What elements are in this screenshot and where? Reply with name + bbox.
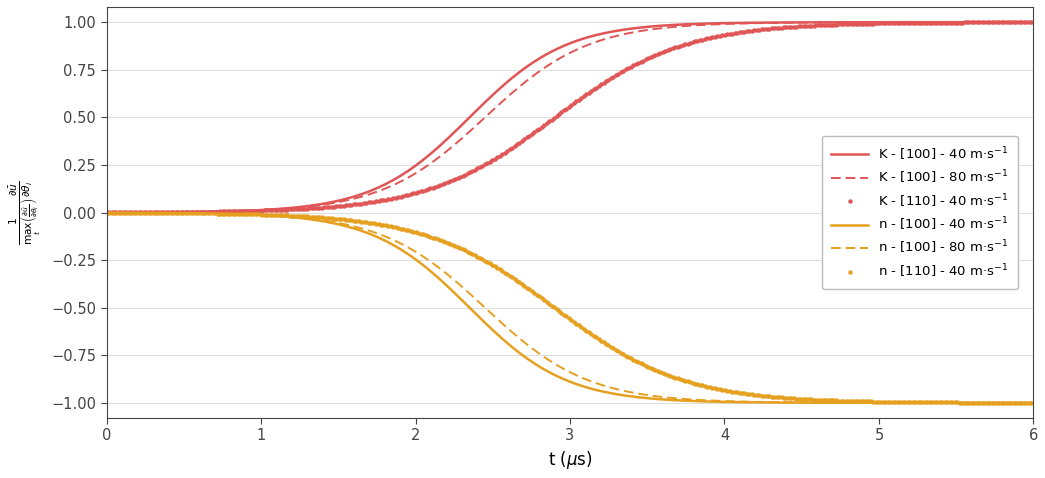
Line: n - [110] - 40 m·s$^{-1}$: n - [110] - 40 m·s$^{-1}$ (106, 211, 1035, 404)
K - [100] - 80 m·s$^{-1}$ (261, 207, 274, 213)
n - [100] - 40 m·s$^{-1}$ (100, 210, 113, 216)
K - [110] - 40 m·s$^{-1}$ (909, 20, 922, 26)
n - [110] - 40 m·s$^{-1}$ (456, 246, 468, 252)
X-axis label: t ($\mu$s): t ($\mu$s) (548, 449, 593, 471)
K - [110] - 40 m·s$^{-1}$ (100, 209, 113, 215)
K - [110] - 40 m·s$^{-1}$ (456, 173, 468, 179)
K - [100] - 80 m·s$^{-1}$ (206, 209, 218, 215)
K - [100] - 40 m·s$^{-1}$ (206, 209, 218, 215)
n - [110] - 40 m·s$^{-1}$ (1027, 400, 1040, 406)
n - [100] - 40 m·s$^{-1}$ (1008, 400, 1021, 406)
n - [110] - 40 m·s$^{-1}$ (909, 399, 922, 405)
n - [110] - 40 m·s$^{-1}$ (100, 210, 113, 216)
K - [100] - 80 m·s$^{-1}$ (100, 209, 113, 215)
K - [110] - 40 m·s$^{-1}$ (261, 207, 274, 213)
K - [110] - 40 m·s$^{-1}$ (206, 209, 218, 215)
K - [100] - 40 m·s$^{-1}$ (909, 19, 922, 25)
Line: n - [100] - 40 m·s$^{-1}$: n - [100] - 40 m·s$^{-1}$ (107, 213, 1034, 403)
n - [110] - 40 m·s$^{-1}$ (1008, 400, 1021, 405)
n - [100] - 80 m·s$^{-1}$ (1027, 400, 1040, 406)
n - [100] - 40 m·s$^{-1}$ (909, 400, 922, 406)
n - [100] - 80 m·s$^{-1}$ (100, 210, 113, 216)
K - [110] - 40 m·s$^{-1}$ (496, 151, 509, 157)
n - [100] - 80 m·s$^{-1}$ (909, 400, 922, 406)
K - [100] - 80 m·s$^{-1}$ (456, 135, 468, 141)
Line: K - [100] - 40 m·s$^{-1}$: K - [100] - 40 m·s$^{-1}$ (107, 22, 1034, 212)
K - [100] - 80 m·s$^{-1}$ (909, 19, 922, 25)
Legend: K - [100] - 40 m·s$^{-1}$, K - [100] - 80 m·s$^{-1}$, K - [110] - 40 m·s$^{-1}$,: K - [100] - 40 m·s$^{-1}$, K - [100] - 8… (822, 136, 1018, 289)
n - [100] - 40 m·s$^{-1}$ (496, 336, 509, 341)
n - [100] - 40 m·s$^{-1}$ (206, 211, 218, 217)
n - [100] - 80 m·s$^{-1}$ (496, 320, 509, 326)
K - [100] - 80 m·s$^{-1}$ (496, 99, 509, 105)
Line: K - [110] - 40 m·s$^{-1}$: K - [110] - 40 m·s$^{-1}$ (106, 21, 1035, 214)
Line: K - [100] - 80 m·s$^{-1}$: K - [100] - 80 m·s$^{-1}$ (107, 22, 1034, 212)
Line: n - [100] - 80 m·s$^{-1}$: n - [100] - 80 m·s$^{-1}$ (107, 213, 1034, 403)
n - [110] - 40 m·s$^{-1}$ (496, 268, 509, 274)
K - [100] - 40 m·s$^{-1}$ (496, 84, 509, 89)
K - [110] - 40 m·s$^{-1}$ (1027, 20, 1040, 25)
K - [100] - 40 m·s$^{-1}$ (1027, 19, 1040, 25)
n - [110] - 40 m·s$^{-1}$ (261, 212, 274, 217)
n - [100] - 40 m·s$^{-1}$ (1027, 400, 1040, 406)
n - [100] - 40 m·s$^{-1}$ (456, 297, 468, 303)
K - [100] - 40 m·s$^{-1}$ (1008, 19, 1021, 25)
K - [110] - 40 m·s$^{-1}$ (1008, 20, 1021, 25)
Y-axis label: $\frac{1}{\max_t \left(\frac{\partial \bar{u}}{\partial \theta_i}\right)} \frac{: $\frac{1}{\max_t \left(\frac{\partial \b… (7, 180, 43, 245)
n - [100] - 40 m·s$^{-1}$ (261, 213, 274, 218)
n - [100] - 80 m·s$^{-1}$ (1008, 400, 1021, 406)
K - [100] - 40 m·s$^{-1}$ (261, 207, 274, 213)
K - [100] - 80 m·s$^{-1}$ (1027, 19, 1040, 25)
n - [110] - 40 m·s$^{-1}$ (206, 211, 218, 217)
n - [100] - 80 m·s$^{-1}$ (456, 284, 468, 290)
n - [100] - 80 m·s$^{-1}$ (206, 211, 218, 217)
K - [100] - 40 m·s$^{-1}$ (100, 209, 113, 215)
K - [100] - 80 m·s$^{-1}$ (1008, 19, 1021, 25)
n - [100] - 80 m·s$^{-1}$ (261, 212, 274, 218)
K - [100] - 40 m·s$^{-1}$ (456, 122, 468, 128)
